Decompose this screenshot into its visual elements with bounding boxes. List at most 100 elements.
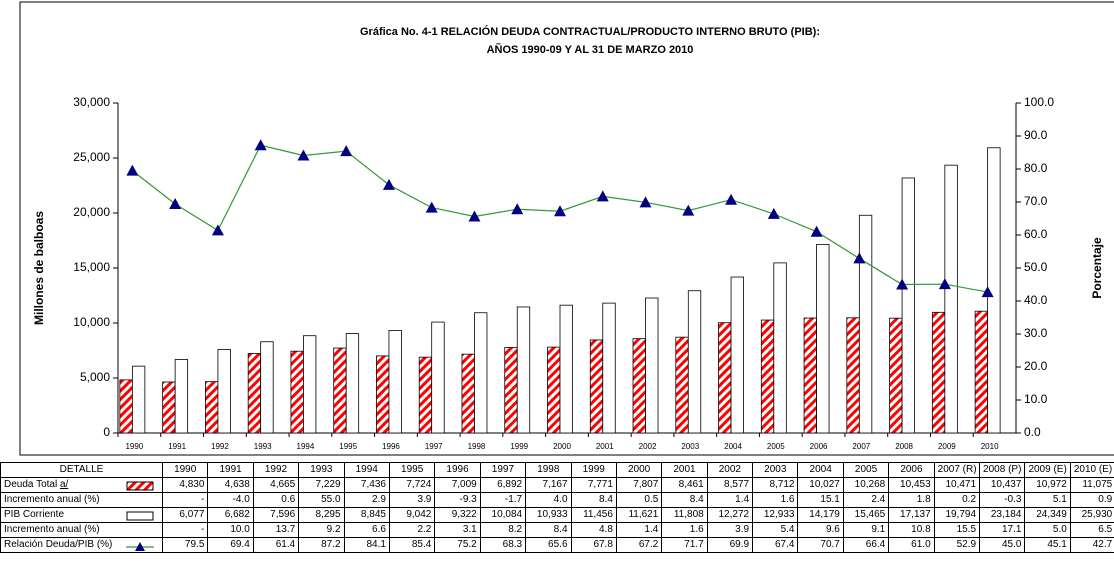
y-tick-label: 30,000: [73, 95, 110, 109]
value-cell: 8,461: [661, 477, 708, 493]
value-cell-text: 79.5: [184, 539, 205, 550]
value-cell: 14,179: [797, 507, 844, 523]
header-cell: 2006: [888, 462, 935, 478]
marker: [767, 207, 780, 219]
y-tick-label: 15,000: [73, 260, 110, 274]
bar: [675, 336, 689, 434]
value-cell: 7,724: [388, 477, 436, 493]
marker: [725, 193, 738, 205]
value-cell-text: 7,724: [406, 479, 432, 490]
value-cell-text: 1.4: [644, 524, 659, 535]
value-cell-text: 11,456: [583, 509, 613, 520]
header-cell-text: 2006: [900, 464, 923, 475]
row-label-text: PIB Corriente: [4, 509, 65, 520]
bar: [260, 341, 274, 434]
value-cell: 4,638: [207, 477, 254, 493]
bar: [901, 177, 915, 434]
value-cell: 67.8: [570, 537, 617, 553]
x-tick-label: 2002: [639, 442, 657, 451]
value-cell: 42.7: [1069, 537, 1114, 553]
header-cell: 2009 (E): [1024, 462, 1071, 478]
value-cell: 0.2: [933, 492, 981, 508]
value-cell: 7,807: [615, 477, 663, 493]
value-cell: 61.0: [888, 537, 935, 553]
value-cell-text: 66.4: [865, 539, 886, 550]
value-cell: 61.4: [252, 537, 300, 553]
value-cell-text: 69.9: [729, 539, 750, 550]
value-cell: 23,184: [979, 507, 1026, 523]
value-cell-text: 12,933: [763, 509, 795, 520]
value-cell-text: 15.5: [956, 524, 977, 535]
value-cell: 70.7: [797, 537, 844, 553]
value-cell: 8.4: [661, 492, 708, 508]
header-cell: 1990: [161, 462, 209, 478]
value-cell-text: 25,930: [1081, 509, 1113, 520]
value-cell-text: 2.2: [417, 524, 432, 535]
value-cell-text: 0.5: [644, 494, 659, 505]
value-cell-text: 6.6: [372, 524, 386, 535]
value-cell-text: -4.0: [232, 494, 250, 505]
x-tick-label: 2001: [596, 442, 614, 451]
value-cell-text: 13.7: [275, 524, 296, 535]
value-cell-text: 3.9: [417, 494, 432, 505]
value-cell: 15.5: [933, 522, 981, 538]
value-cell-text: 11,621: [628, 509, 659, 520]
legend-swatch: [126, 481, 154, 491]
value-cell: 6,077: [161, 507, 209, 523]
value-cell-text: 68.3: [502, 539, 523, 550]
value-cell: 7,596: [252, 507, 300, 523]
value-cell: 3.9: [706, 522, 754, 538]
row-label: Deuda Total a/: [0, 477, 163, 493]
header-cell: 1993: [298, 462, 345, 478]
x-tick-label: 1994: [297, 442, 315, 451]
bar: [290, 350, 304, 434]
chart-border: [19, 1, 1114, 456]
marker: [126, 164, 139, 176]
value-cell: -: [161, 492, 209, 508]
bar: [333, 347, 347, 434]
y2-tick-label: 90.0: [1024, 128, 1048, 142]
value-cell-text: 7,167: [542, 479, 568, 490]
value-cell: 1.4: [615, 522, 663, 538]
x-tick-label: 1993: [254, 442, 272, 451]
value-cell-text: 10,268: [854, 479, 886, 490]
legend-swatch: [126, 511, 154, 521]
header-cell-text: 2010 (E): [1073, 464, 1113, 475]
value-cell: 11,075: [1069, 477, 1114, 493]
header-cell-text: DETALLE: [59, 464, 104, 475]
marker: [810, 225, 823, 237]
marker: [340, 145, 353, 157]
marker: [511, 203, 524, 215]
value-cell-text: 61.4: [275, 539, 296, 550]
value-cell: -: [161, 522, 209, 538]
value-cell-text: 14,179: [809, 509, 840, 520]
value-cell-text: 4.8: [599, 524, 613, 535]
legend-icon: [126, 481, 154, 491]
header-cell-text: 1994: [355, 464, 378, 475]
value-cell-text: 8,461: [678, 479, 704, 490]
value-cell: 79.5: [161, 537, 209, 553]
bar: [547, 346, 561, 434]
value-cell-text: -1.7: [504, 494, 523, 505]
value-cell: 9.2: [298, 522, 345, 538]
value-cell-text: 84.1: [366, 539, 386, 550]
value-cell-text: 5.0: [1052, 524, 1067, 535]
value-cell-text: 7,229: [315, 479, 341, 490]
value-cell-text: 8,295: [315, 509, 341, 520]
value-cell: 10,437: [979, 477, 1026, 493]
value-cell-text: 4,830: [179, 479, 205, 490]
bar: [162, 381, 176, 434]
value-cell: 8.4: [525, 522, 572, 538]
value-cell-text: 67.2: [638, 539, 659, 550]
value-cell-text: 1.4: [735, 494, 750, 505]
header-cell-text: 2007 (R): [937, 464, 977, 475]
value-cell: 67.4: [752, 537, 799, 553]
value-cell: 65.6: [525, 537, 572, 553]
value-cell-text: 71.7: [684, 539, 704, 550]
marker: [211, 224, 224, 236]
increment-row: Incremento anual (%) - -4.0 0.6 55.0 2.9 3.9 -9…: [0, 492, 1114, 508]
bar: [773, 262, 787, 434]
legend-icon: [126, 542, 154, 551]
value-cell: 12,272: [706, 507, 754, 523]
marker: [297, 149, 310, 161]
